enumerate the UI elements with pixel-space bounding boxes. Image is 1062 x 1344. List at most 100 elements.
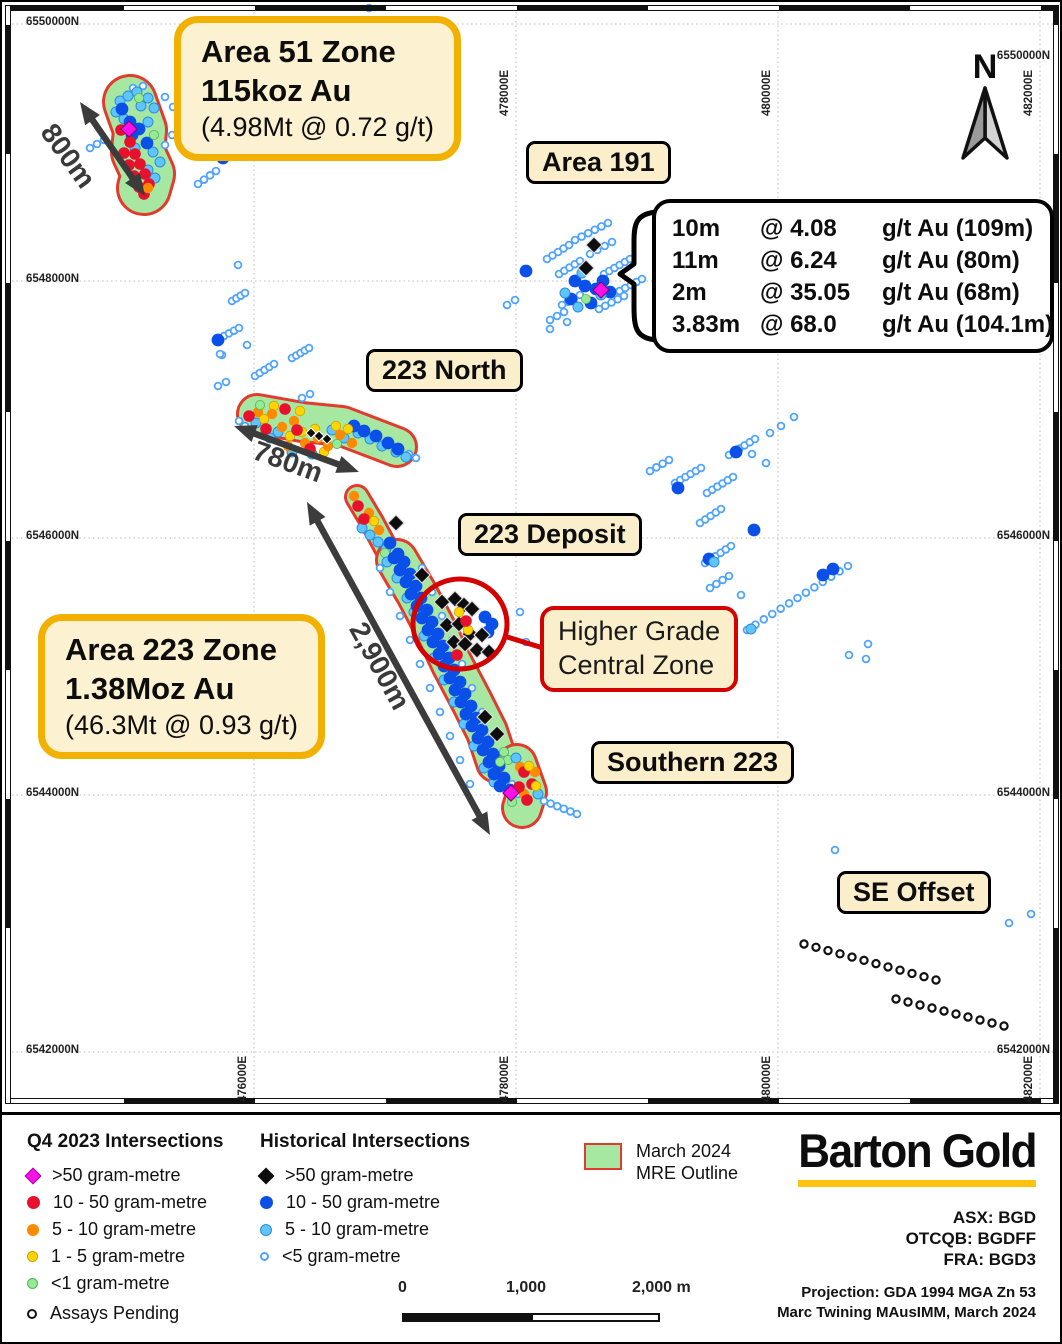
axis-tick-label: 6542000N [26,1044,80,1056]
axis-tick-label: 6550000N [26,16,80,28]
legend-q4-2023: Q4 2023 Intersections >50 gram-metre 10 … [24,1131,224,1327]
grade-value: @ 68.0 [760,311,837,338]
mre-line2: MRE Outline [636,1162,739,1183]
legend-item-label: <5 gram-metre [282,1246,401,1266]
legend-mre-outline: March 2024 MRE Outline [584,1141,738,1184]
area51-title: Area 51 Zone [201,34,396,69]
scale-labels: 0 1,000 2,000 m [394,1279,694,1299]
area223-grade: (46.3Mt @ 0.93 g/t) [65,709,299,740]
zone-label-area-191: Area 191 [526,141,671,184]
intersection-row: 3.83m @ 68.0 g/t Au (104.1m) [672,309,1053,341]
legend-item: 1 - 5 gram-metre [27,1243,223,1270]
axis-tick-label: 6548000N [26,273,80,285]
width-value: 11m [672,247,719,274]
open-black-circle-icon [27,1308,37,1319]
central-zone-line1: Higher Grade [558,616,721,646]
area223-title: Area 223 Zone [65,632,277,667]
axis-tick-label: 482000E [1023,69,1035,116]
legend-item: 5 - 10 gram-metre [260,1216,470,1243]
callout-higher-grade-central-zone: Higher Grade Central Zone [540,606,739,692]
blue-dot-icon [260,1196,273,1209]
legend-item: >50 gram-metre [24,1162,223,1189]
neatline-top [5,5,1057,11]
callout-area-51-zone: Area 51 Zone 115koz Au (4.98Mt @ 0.72 g/… [174,16,462,162]
map-credits: Projection: GDA 1994 MGA Zn 53 Marc Twin… [777,1283,1036,1323]
legend-item-label: 10 - 50 gram-metre [53,1192,208,1212]
scale-bar-filled [404,1315,533,1320]
zone-label-223-north: 223 North [366,349,523,392]
legend-q4-title: Q4 2023 Intersections [27,1131,224,1152]
legend-item-label: 10 - 50 gram-metre [286,1192,441,1212]
legend-item-label: 5 - 10 gram-metre [52,1219,197,1239]
axis-tick-label: 476000E [237,1055,249,1102]
neatline-bottom [5,1098,1057,1104]
mre-outline-label: March 2024 MRE Outline [636,1141,738,1184]
yellow-dot-icon [27,1251,38,1262]
width-value: 2m [672,279,707,306]
legend-item-label: >50 gram-metre [285,1165,414,1185]
central-zone-line2: Central Zone [558,649,715,680]
area51-ounces: 115koz Au [201,72,352,108]
axis-tick-label: 6550000N [996,50,1050,62]
map-canvas [12,3,1054,1102]
scale-1000: 1,000 [506,1279,547,1296]
scale-bar-graphic [402,1313,660,1322]
legend-item-label: 5 - 10 gram-metre [285,1219,430,1239]
legend-item: Assays Pending [27,1300,223,1327]
scale-bar: 0 1,000 2,000 m [394,1279,694,1322]
axis-tick-label: 480000E [761,1055,773,1102]
area51-grade: (4.98Mt @ 0.72 g/t) [201,111,435,142]
axis-tick-label: 6546000N [26,530,80,542]
width-value: 10m [672,215,721,242]
legend-item: 5 - 10 gram-metre [27,1216,223,1243]
grade-value: @ 35.05 [760,279,851,306]
neatline-left [5,5,11,1104]
magenta-diamond-icon [24,1167,42,1184]
legend-item: >50 gram-metre [257,1162,470,1189]
axis-tick-label: 480000E [761,69,773,116]
legend-historical-title: Historical Intersections [260,1131,471,1152]
intersection-row: 11m @ 6.24 g/t Au (80m) [672,245,1042,277]
legend-item: <5 gram-metre [260,1243,470,1270]
legend-item: <1 gram-metre [27,1270,223,1297]
legend: Q4 2023 Intersections >50 gram-metre 10 … [2,1112,1060,1342]
axis-tick-label: 6544000N [996,787,1050,799]
projection-note: Projection: GDA 1994 MGA Zn 53 [801,1284,1036,1301]
legend-item-label: Assays Pending [50,1303,180,1323]
unit-depth-value: g/t Au (80m) [882,247,1020,274]
black-diamond-icon [257,1167,275,1184]
red-dot-icon [27,1196,40,1209]
axis-tick-label: 478000E [499,1055,511,1102]
intersections-data-box: 10m @ 4.08 g/t Au (109m) 11m @ 6.24 g/t … [652,199,1054,353]
unit-depth-value: g/t Au (68m) [882,279,1020,306]
zone-label-se-offset: SE Offset [837,871,991,914]
north-arrow-icon [961,86,1009,160]
zone-label-223-deposit: 223 Deposit [458,513,642,556]
legend-item: 10 - 50 gram-metre [260,1189,470,1216]
green-dot-icon [27,1278,38,1289]
callout-area-223-zone: Area 223 Zone 1.38Moz Au (46.3Mt @ 0.93 … [38,614,326,760]
legend-item-label: 1 - 5 gram-metre [51,1246,186,1266]
north-arrow: N [950,50,1020,171]
mre-line1: March 2024 [636,1141,732,1161]
intersection-row: 2m @ 35.05 g/t Au (68m) [672,277,1042,309]
legend-item-label: <1 gram-metre [51,1273,170,1293]
ticker-fra: FRA: BGD3 [943,1250,1036,1269]
zone-label-southern-223: Southern 223 [591,741,795,784]
company-logo: Barton Gold [798,1125,1037,1187]
unit-depth-value: g/t Au (109m) [882,215,1034,242]
ticker-asx: ASX: BGD [952,1208,1036,1227]
open-light-blue-circle-icon [260,1252,269,1261]
unit-depth-value: g/t Au (104.1m) [882,311,1054,338]
legend-item: 10 - 50 gram-metre [27,1189,223,1216]
neatline-right [1053,5,1059,1104]
axis-tick-label: 6546000N [996,530,1050,542]
width-value: 3.83m [672,311,741,338]
intersection-row: 10m @ 4.08 g/t Au (109m) [672,213,1042,245]
author-note: Marc Twining MAusIMM, March 2024 [777,1304,1036,1321]
area223-ounces: 1.38Moz Au [65,670,235,706]
legend-item-label: >50 gram-metre [52,1165,181,1185]
ticker-otcqb: OTCQB: BGDFF [905,1229,1036,1248]
brand-underline [798,1180,1036,1187]
